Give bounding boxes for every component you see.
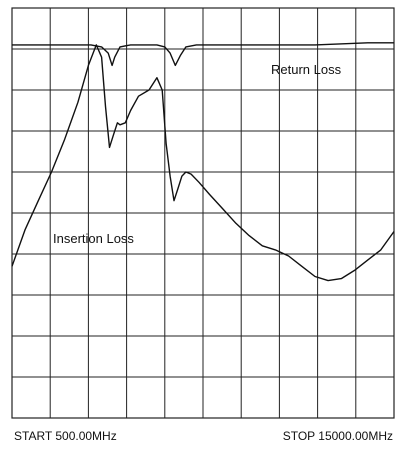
stop-frequency-label: STOP 15000.00MHz [282,429,393,443]
insertion-loss-label: Insertion Loss [53,231,134,246]
return-loss-label: Return Loss [271,62,342,77]
return-loss-trace [12,42,394,67]
grid [12,8,394,418]
start-frequency-label: START 500.00MHz [14,429,117,443]
series-layer [11,42,395,282]
insertion-loss-trace [11,44,395,282]
